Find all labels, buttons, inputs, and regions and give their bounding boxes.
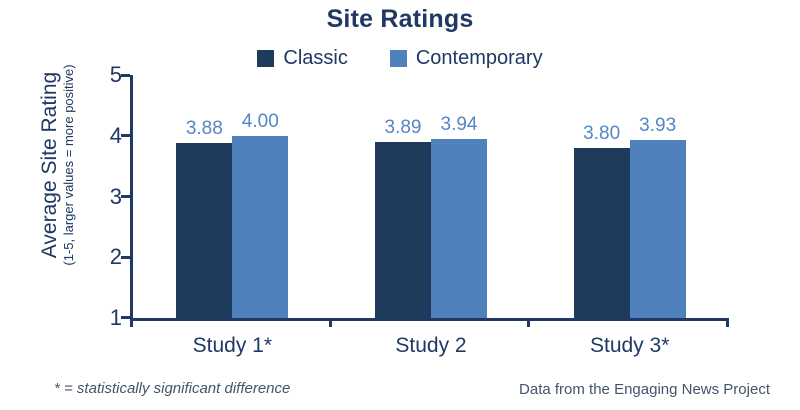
category-label: Study 2 <box>395 334 467 357</box>
y-axis-title-main: Average Site Rating <box>38 71 61 259</box>
bar-wrap: 3.88 <box>176 118 233 318</box>
significance-footnote: * = statistically significant difference <box>54 380 291 397</box>
bar-value-label: 4.00 <box>241 111 279 132</box>
x-tick-mark <box>527 318 530 327</box>
y-tick-mark <box>121 134 130 137</box>
plot-area: 3.88 4.00 3.89 3.94 3.80 3.93 <box>130 75 729 321</box>
bar-wrap: 4.00 <box>232 111 289 318</box>
classic-swatch-icon <box>257 50 275 67</box>
category-label: Study 1* <box>192 334 273 357</box>
y-axis-title: Average Site Rating (1-5, larger values … <box>38 15 90 315</box>
legend-item-contemporary: Contemporary <box>389 47 543 70</box>
data-source-footnote: Data from the Engaging News Project <box>519 381 770 398</box>
y-tick-label-3: 3 <box>109 184 122 209</box>
bar-classic <box>375 142 431 318</box>
bar-wrap: 3.89 <box>375 117 431 318</box>
bar-contemporary <box>629 140 686 318</box>
bar-wrap: 3.93 <box>629 115 686 318</box>
legend-label-contemporary: Contemporary <box>415 47 543 69</box>
y-tick-label-5: 5 <box>109 62 122 87</box>
x-tick-mark <box>130 318 133 327</box>
bar-value-label: 3.89 <box>384 117 422 138</box>
y-tick-label-1: 1 <box>109 305 122 330</box>
bar-value-label: 3.80 <box>583 123 621 144</box>
bar-contemporary <box>431 139 487 318</box>
bar-value-label: 3.94 <box>440 114 478 135</box>
y-tick-label-2: 2 <box>109 244 122 269</box>
bar-group-2: 3.89 3.94 <box>332 75 531 318</box>
y-tick-mark <box>121 316 130 319</box>
x-tick-mark <box>726 318 729 327</box>
y-tick-label-4: 4 <box>109 123 122 148</box>
chart-title: Site Ratings <box>326 5 474 33</box>
y-tick-mark <box>121 74 130 77</box>
legend: Classic Contemporary <box>0 47 800 70</box>
x-tick-mark <box>329 318 332 327</box>
bar-wrap: 3.94 <box>431 114 487 318</box>
legend-label-classic: Classic <box>283 47 348 69</box>
contemporary-swatch-icon <box>389 50 407 67</box>
y-axis-title-sub: (1-5, larger values = more positive) <box>61 64 77 266</box>
bar-group-1: 3.88 4.00 <box>133 75 332 318</box>
category-labels: Study 1* Study 2 Study 3* <box>133 334 729 358</box>
bar-group-3: 3.80 3.93 <box>530 75 729 318</box>
category-label: Study 3* <box>589 334 670 357</box>
bar-contemporary <box>232 136 289 318</box>
bar-value-label: 3.88 <box>185 118 223 139</box>
y-tick-mark <box>121 256 130 259</box>
bar-classic <box>176 143 233 318</box>
legend-item-classic: Classic <box>257 47 348 70</box>
bar-wrap: 3.80 <box>573 123 630 318</box>
bar-value-label: 3.93 <box>639 115 677 136</box>
y-tick-mark <box>121 195 130 198</box>
bar-classic <box>573 148 630 318</box>
